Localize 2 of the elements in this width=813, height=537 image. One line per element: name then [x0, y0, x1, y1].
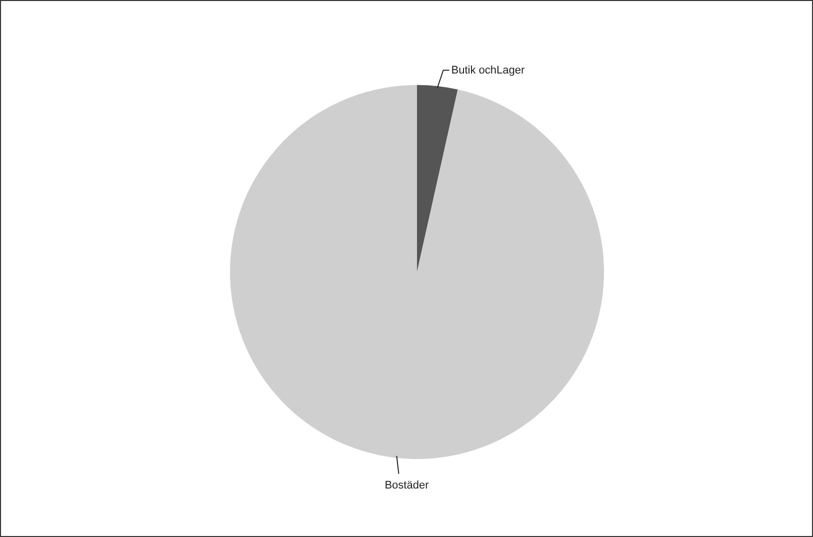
slice-label: Butik ochLager — [451, 64, 525, 76]
slice-label: Bostäder — [384, 479, 430, 492]
